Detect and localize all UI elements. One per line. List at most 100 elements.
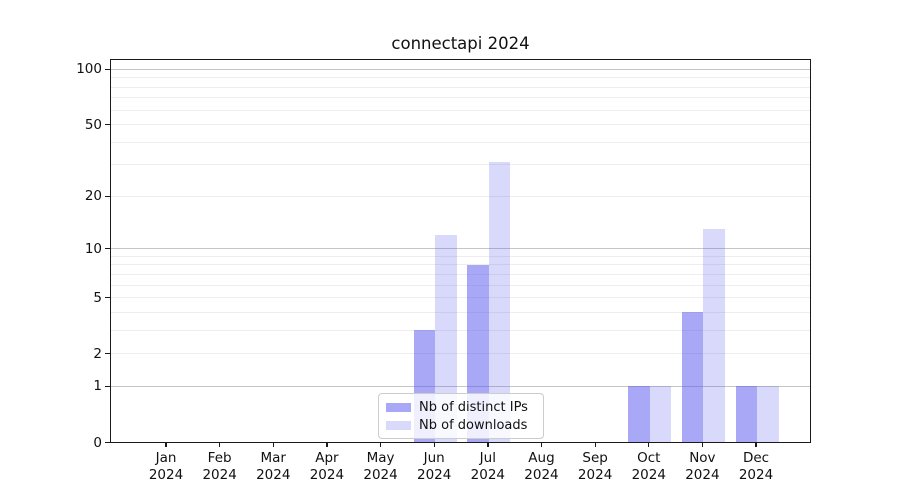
y-tick-label: 50 xyxy=(84,116,102,133)
legend-entry-distinct-ips: Nb of distinct IPs xyxy=(386,398,537,416)
legend-swatch-distinct-ips xyxy=(386,402,411,412)
x-tick-mark xyxy=(755,443,757,447)
gridline-minor xyxy=(111,284,810,286)
x-tick-month: Nov xyxy=(689,450,716,466)
x-tick-label: Oct 2024 xyxy=(609,450,689,483)
x-tick-year: 2024 xyxy=(470,466,505,483)
x-tick-mark xyxy=(379,443,382,447)
gridline-minor xyxy=(111,124,810,126)
gridline-minor xyxy=(111,264,810,266)
gridline-major xyxy=(111,385,810,387)
gridline-minor xyxy=(111,255,810,257)
legend-label-distinct-ips: Nb of distinct IPs xyxy=(419,399,528,415)
y-tick-mark xyxy=(105,353,110,355)
x-tick-mark xyxy=(272,443,274,447)
gridline-minor xyxy=(111,297,810,299)
x-tick-mark xyxy=(701,443,704,447)
x-tick-year: 2024 xyxy=(202,466,237,483)
legend-swatch-downloads xyxy=(386,420,411,430)
gridline-minor xyxy=(111,97,810,99)
gridline-minor xyxy=(111,86,810,88)
bar-distinct-ips xyxy=(628,386,650,443)
x-tick-label: Nov 2024 xyxy=(662,450,742,483)
x-tick-mark xyxy=(648,443,650,447)
y-tick-mark xyxy=(105,123,110,126)
x-tick-mark xyxy=(326,443,328,447)
x-tick-year: 2024 xyxy=(631,466,666,483)
plot-area: Nb of distinct IPs Nb of downloads xyxy=(110,59,811,443)
x-tick-year: 2024 xyxy=(524,466,559,483)
x-tick-mark xyxy=(487,443,489,447)
gridline-minor xyxy=(111,195,810,197)
x-tick-month: May xyxy=(366,450,395,466)
legend: Nb of distinct IPs Nb of downloads xyxy=(378,393,544,439)
x-tick-label: Dec 2024 xyxy=(716,450,796,483)
x-tick-label: Jul 2024 xyxy=(448,450,528,483)
gridline-major xyxy=(111,248,810,250)
bar-downloads xyxy=(488,162,511,443)
legend-entry-downloads: Nb of downloads xyxy=(386,416,537,434)
bar-downloads xyxy=(649,386,672,443)
gridline-minor xyxy=(111,77,810,79)
bar-downloads xyxy=(435,235,457,443)
x-tick-year: 2024 xyxy=(363,466,398,483)
x-tick-label: Sep 2024 xyxy=(555,450,635,483)
y-tick-label: 5 xyxy=(93,289,102,306)
chart-title: connectapi 2024 xyxy=(391,34,530,53)
bar-downloads xyxy=(703,229,725,443)
x-tick-year: 2024 xyxy=(577,466,613,483)
x-tick-month: Feb xyxy=(207,450,232,466)
x-tick-month: Apr xyxy=(315,450,339,466)
x-tick-mark xyxy=(594,443,596,447)
x-tick-month: Jul xyxy=(479,450,496,466)
gridline-minor xyxy=(111,141,810,143)
x-tick-mark xyxy=(433,443,435,447)
x-tick-month: Sep xyxy=(582,450,608,466)
gridline-minor xyxy=(111,353,810,355)
y-tick-label: 2 xyxy=(93,345,102,362)
bar-distinct-ips xyxy=(681,312,704,443)
x-tick-month: Dec xyxy=(742,450,770,466)
x-tick-label: Mar 2024 xyxy=(233,450,313,483)
x-tick-label: Aug 2024 xyxy=(501,450,581,483)
gridline-minor xyxy=(111,273,810,275)
y-tick-mark xyxy=(105,297,110,299)
x-tick-year: 2024 xyxy=(148,466,184,483)
x-tick-year: 2024 xyxy=(417,466,452,483)
x-tick-month: Aug xyxy=(528,450,555,466)
x-tick-month: Oct xyxy=(637,450,661,466)
x-tick-label: Jan 2024 xyxy=(126,450,206,483)
gridline-minor xyxy=(111,109,810,111)
gridline-minor xyxy=(111,311,810,313)
bar-downloads xyxy=(757,386,779,443)
x-tick-mark xyxy=(165,443,167,447)
y-tick-mark xyxy=(105,441,110,444)
gridline-minor xyxy=(111,329,810,331)
x-tick-mark xyxy=(540,443,543,447)
x-tick-year: 2024 xyxy=(309,466,345,483)
x-tick-year: 2024 xyxy=(685,466,720,483)
x-tick-month: Mar xyxy=(260,450,286,466)
y-tick-mark xyxy=(105,385,110,388)
gridline-minor xyxy=(111,164,810,166)
gridline-major xyxy=(111,68,810,70)
y-tick-label: 100 xyxy=(76,61,102,78)
x-tick-label: May 2024 xyxy=(341,450,421,483)
x-tick-mark xyxy=(219,443,221,447)
y-tick-label: 10 xyxy=(84,240,102,257)
y-tick-mark xyxy=(105,247,110,250)
x-tick-year: 2024 xyxy=(738,466,774,483)
x-tick-month: Jun xyxy=(423,450,445,466)
bar-distinct-ips xyxy=(735,386,758,443)
y-tick-label: 20 xyxy=(84,188,102,205)
y-tick-mark xyxy=(105,68,110,70)
legend-label-downloads: Nb of downloads xyxy=(419,417,528,433)
x-tick-label: Feb 2024 xyxy=(180,450,260,483)
y-tick-mark xyxy=(105,195,110,197)
x-tick-label: Jun 2024 xyxy=(394,450,474,483)
x-tick-year: 2024 xyxy=(256,466,291,483)
x-tick-month: Jan xyxy=(155,450,177,466)
y-tick-label: 0 xyxy=(93,434,102,451)
y-tick-label: 1 xyxy=(93,378,102,395)
